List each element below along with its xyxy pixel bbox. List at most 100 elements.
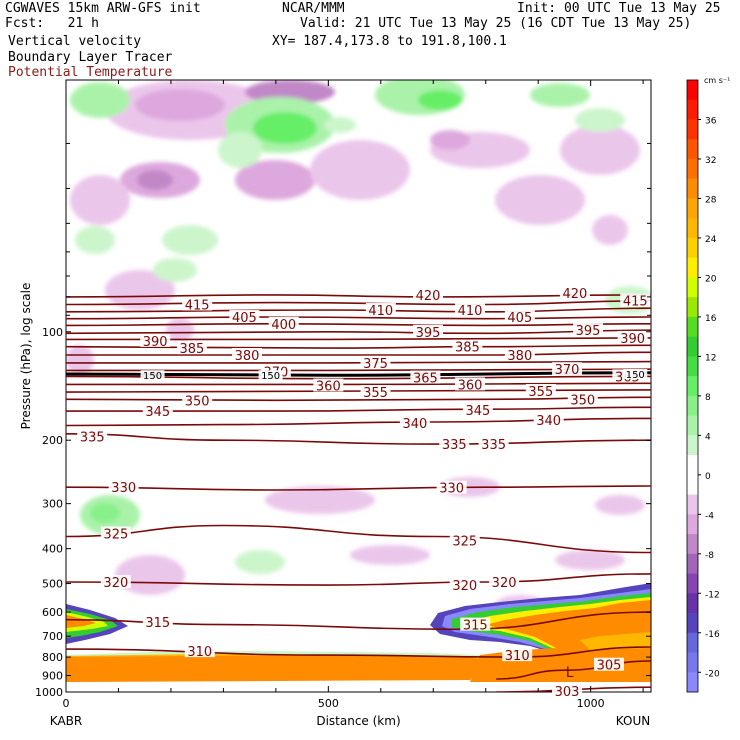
colorbar-bin <box>687 613 698 634</box>
theta-label-bg <box>232 348 263 362</box>
theta-label-bg <box>142 615 173 629</box>
theta-contour-410 <box>66 307 651 313</box>
pv-label-bg <box>623 369 648 380</box>
theta-label-bg <box>489 574 520 588</box>
cross-section-endpoints: XY= 187.4,173.8 to 191.8,100.1 <box>272 34 507 49</box>
colorbar-bin <box>687 652 698 673</box>
colorbar-bin <box>687 139 698 160</box>
theta-label-330: 330 <box>111 481 136 496</box>
theta-label-345: 345 <box>145 405 170 420</box>
colorbar-frame <box>686 79 699 693</box>
theta-contour-325 <box>66 524 651 554</box>
low-marker: L <box>566 665 574 681</box>
theta-label-bg <box>594 657 625 671</box>
colorbar-unit: cm s⁻¹ <box>704 76 730 85</box>
org-label: NCAR/MMM <box>282 1 345 16</box>
colorbar-bin <box>687 257 698 278</box>
theta-contour-350 <box>66 396 651 402</box>
theta-label-bg <box>436 480 467 494</box>
theta-label-335: 335 <box>80 430 105 445</box>
theta-label-335: 335 <box>481 438 506 453</box>
colorbar-label: -8 <box>705 551 714 561</box>
theta-label-375: 375 <box>363 357 388 372</box>
theta-label-350: 350 <box>570 393 595 408</box>
theta-label-405: 405 <box>232 311 257 326</box>
theta-label-bg <box>413 324 444 338</box>
pv-label-bg <box>140 370 165 381</box>
theta-label-355: 355 <box>528 385 553 400</box>
theta-label-360: 360 <box>316 380 341 395</box>
theta-label-bg <box>460 617 491 631</box>
colorbar-bin <box>687 415 698 436</box>
theta-label-bg <box>559 285 590 299</box>
theta-contour-360 <box>66 382 651 386</box>
theta-label-bg <box>182 393 213 407</box>
theta-label-bg <box>184 644 215 658</box>
x-tick-label: 1000 <box>577 697 605 710</box>
theta-label-395: 395 <box>416 326 441 341</box>
colorbar-label: 28 <box>705 195 717 205</box>
theta-label-bg <box>229 310 260 324</box>
theta-contour-330 <box>66 485 651 491</box>
theta-label-bg <box>567 392 598 406</box>
y-tick-label: 400 <box>42 543 63 556</box>
theta-contour-380 <box>66 351 651 356</box>
colorbar-bin <box>687 336 698 357</box>
theta-label-bg <box>399 415 430 429</box>
theta-label-380: 380 <box>507 349 532 364</box>
colorbar-label: 24 <box>705 235 717 245</box>
x-tick-label: 500 <box>318 697 339 710</box>
theta-label-bg <box>452 339 483 353</box>
theta-label-390: 390 <box>143 335 168 350</box>
colorbar-label: -16 <box>705 630 720 640</box>
pv-label-150: 150 <box>626 370 645 381</box>
colorbar-bin <box>687 99 698 120</box>
theta-label-310: 310 <box>187 645 212 660</box>
theta-label-bg <box>176 341 207 355</box>
theta-label-355: 355 <box>363 386 388 401</box>
theta-label-bg <box>77 429 108 443</box>
colorbar-bin <box>687 158 698 180</box>
colorbar-label: 8 <box>705 393 711 403</box>
theta-contour-375 <box>66 360 651 364</box>
colorbar-bin <box>687 178 698 199</box>
theta-label-325: 325 <box>452 535 477 550</box>
colorbar-bin <box>687 534 698 555</box>
theta-label-bg <box>360 355 391 369</box>
theta-contour-405 <box>66 316 651 320</box>
theta-label-bg <box>454 377 485 391</box>
y-tick-label: 600 <box>42 606 63 619</box>
colorbar-bin <box>687 237 698 258</box>
colorbar-bin <box>687 632 698 653</box>
colorbar-label: 36 <box>705 116 717 126</box>
x-axis-label: Distance (km) <box>316 714 400 728</box>
theta-label-bg <box>365 302 396 316</box>
theta-label-400: 400 <box>271 318 296 333</box>
theta-label-320: 320 <box>452 579 477 594</box>
theta-label-310: 310 <box>505 649 530 664</box>
theta-label-315: 315 <box>463 619 488 634</box>
theta-label-bg <box>182 297 213 311</box>
theta-label-320: 320 <box>492 576 517 591</box>
theta-label-bg <box>410 370 441 384</box>
theta-label-345: 345 <box>465 404 490 419</box>
y-tick-label: 100 <box>42 326 63 339</box>
theta-label-bg <box>573 323 604 337</box>
theta-label-bg <box>140 333 171 347</box>
colorbar-bin <box>687 455 698 495</box>
pv-label-150: 150 <box>143 371 162 382</box>
theta-label-350: 350 <box>185 394 210 409</box>
theta-label-bg <box>462 403 493 417</box>
colorbar-label: 32 <box>705 156 716 166</box>
theta-label-385: 385 <box>455 341 480 356</box>
colorbar-bin <box>687 494 698 515</box>
theta-label-330: 330 <box>439 482 464 497</box>
model-title: CGWAVES 15km ARW-GFS init <box>5 1 201 16</box>
pv-label-150: 150 <box>261 371 280 382</box>
colorbar-bin <box>687 198 698 219</box>
theta-label-360: 360 <box>458 378 483 393</box>
y-tick-label: 500 <box>42 578 63 591</box>
theta-label-bg <box>449 533 480 547</box>
theta-label-bg <box>533 413 564 427</box>
theta-label-370: 370 <box>555 363 580 378</box>
